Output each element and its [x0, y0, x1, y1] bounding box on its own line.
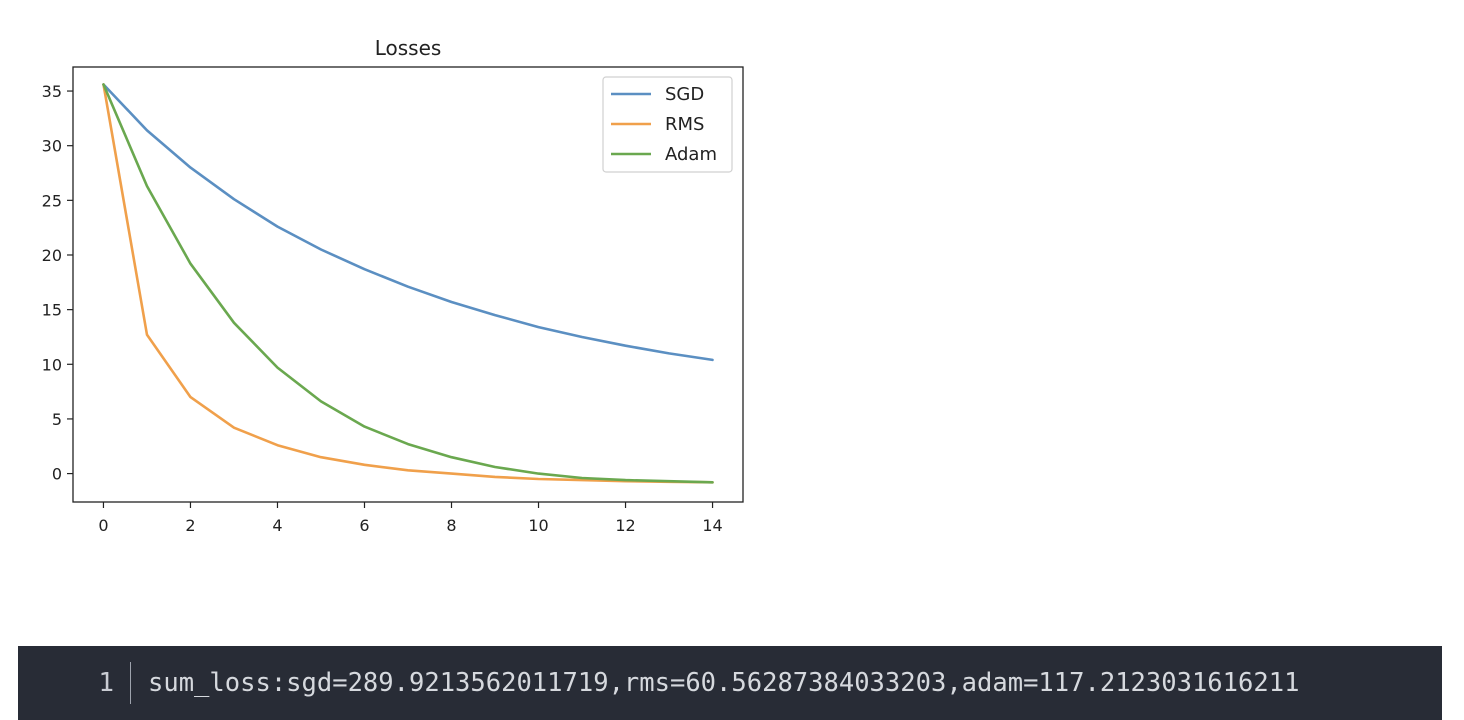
x-tick-label: 2 — [185, 516, 195, 535]
x-tick-label: 0 — [98, 516, 108, 535]
legend-label-rms: RMS — [665, 114, 704, 135]
y-tick-label: 10 — [42, 355, 62, 374]
x-tick-label: 12 — [615, 516, 635, 535]
legend-label-adam: Adam — [665, 144, 717, 165]
series-line-sgd — [102, 83, 714, 362]
x-tick-label: 8 — [446, 516, 456, 535]
legend-label-sgd: SGD — [665, 84, 704, 105]
x-tick-label: 14 — [702, 516, 722, 535]
y-tick-label: 15 — [42, 301, 62, 320]
y-tick-label: 35 — [42, 82, 62, 101]
losses-chart: Losses 0 5 10 15 20 25 30 35 0 2 4 6 8 10 12 14 SGD RMS Ada… — [0, 0, 780, 560]
plot-frame — [72, 66, 744, 503]
y-tick-label: 0 — [52, 465, 62, 484]
chart-title: Losses — [375, 36, 442, 60]
line-number: 1 — [98, 668, 114, 698]
x-tick-label: 10 — [528, 516, 548, 535]
y-tick-label: 30 — [42, 137, 62, 156]
y-tick-label: 25 — [42, 191, 62, 210]
code-output-panel: 1 sum_loss:sgd=289.9213562011719,rms=60.… — [18, 646, 1442, 720]
chart-svg: Losses 0 5 10 15 20 25 30 35 0 2 4 6 8 10 12 14 SGD RMS Ada… — [42, 36, 744, 535]
x-tick-label: 4 — [272, 516, 282, 535]
y-tick-label: 5 — [52, 410, 62, 429]
series-line-adam — [102, 83, 714, 484]
x-tick-label: 6 — [359, 516, 369, 535]
legend-box — [602, 76, 733, 173]
y-tick-label: 20 — [42, 246, 62, 265]
code-line-text: sum_loss:sgd=289.9213562011719,rms=60.56… — [148, 668, 1300, 698]
series-line-rms — [102, 83, 714, 484]
gutter-separator — [130, 662, 131, 704]
